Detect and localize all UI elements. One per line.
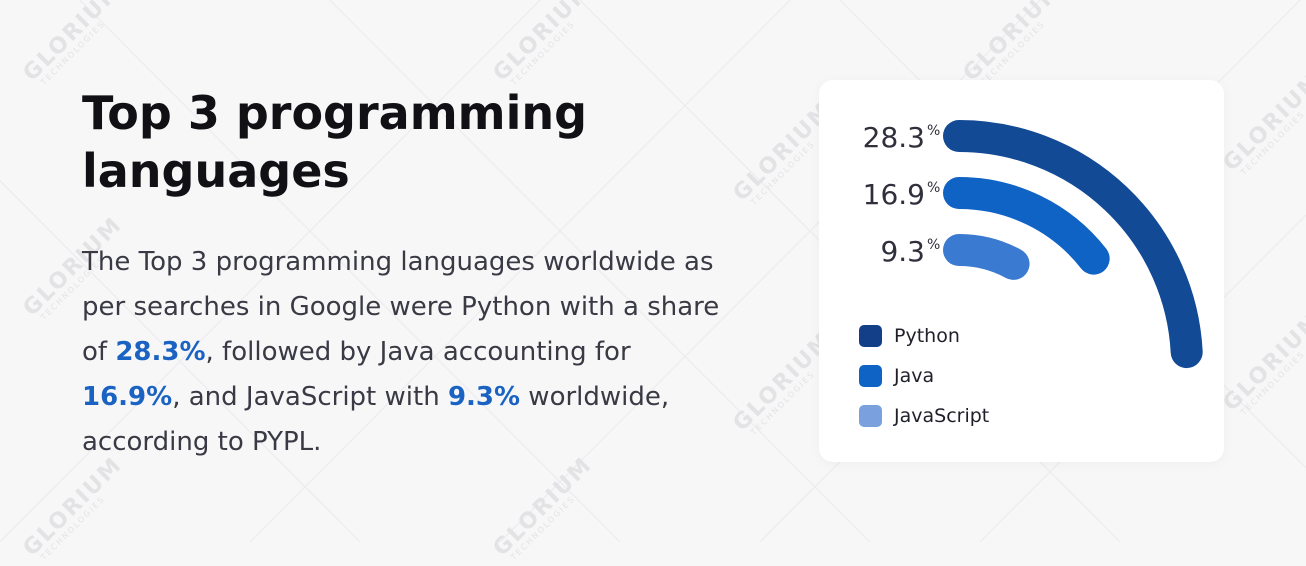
legend-label: Python <box>894 325 960 347</box>
value-unit-java: % <box>927 180 940 196</box>
highlight-python-share: 28.3% <box>115 337 206 367</box>
radial-bar-chart: 28.3 %16.9 %9.3% <box>863 120 1203 369</box>
legend-item-javascript: JavaScript <box>859 396 989 436</box>
legend-label: JavaScript <box>894 405 990 427</box>
value-unit-python: % <box>927 123 940 139</box>
highlight-java-share: 16.9% <box>82 382 173 412</box>
arc-bar-java <box>943 177 1110 275</box>
value-unit-javascript: % <box>927 237 940 253</box>
legend-swatch <box>859 365 882 387</box>
legend-swatch <box>859 325 882 347</box>
paragraph-text: , and JavaScript with <box>172 382 448 412</box>
legend-item-python: Python <box>859 316 989 356</box>
paragraph-text: , followed by Java accounting for <box>205 337 631 367</box>
arc-bar-python <box>943 120 1203 369</box>
legend-swatch <box>859 405 882 427</box>
value-label-javascript: 9.3 <box>880 235 925 268</box>
page-title: Top 3 programming languages <box>82 86 588 198</box>
paragraph-text: The Top 3 programming languages worldwid… <box>82 247 720 367</box>
legend-label: Java <box>894 365 935 387</box>
paragraph-text: worldwide, according to PYPL. <box>82 382 670 457</box>
legend-item-java: Java <box>859 356 989 396</box>
description-paragraph: The Top 3 programming languages worldwid… <box>82 240 722 465</box>
value-label-python: 28.3 <box>863 121 925 154</box>
chart-card: 28.3% 16.9% 9.3% Python Java JavaScript <box>819 80 1224 462</box>
highlight-javascript-share: 9.3% <box>447 382 521 412</box>
chart-legend: Python Java JavaScript <box>859 316 989 436</box>
arc-bar-javascript <box>943 234 1030 280</box>
value-label-java: 16.9 <box>863 178 925 211</box>
